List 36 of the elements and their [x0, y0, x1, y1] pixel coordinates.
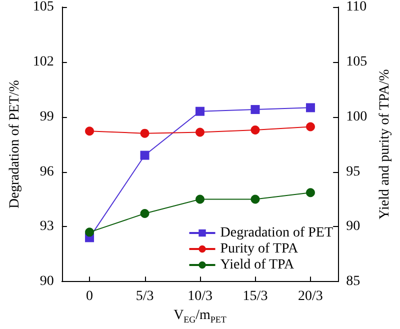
- y-tick-label: 102: [32, 54, 54, 70]
- x-tick-label: 10/3: [188, 289, 212, 304]
- point: [250, 194, 260, 204]
- x-tick-label: 0: [86, 289, 94, 304]
- point: [196, 194, 204, 204]
- y2-tick-label: 90: [346, 219, 360, 234]
- point: [140, 150, 150, 160]
- x-tick-label: 5/3: [136, 289, 154, 304]
- point: [250, 105, 260, 114]
- y-tick-label: 105: [32, 0, 54, 14]
- legend-label: Degradation of PET: [220, 226, 334, 240]
- point: [196, 106, 204, 116]
- y2-axis-title: Yield and purity of TPA/%: [378, 68, 392, 220]
- point: [196, 128, 204, 137]
- y-tick-label: 93: [40, 219, 54, 234]
- legend-label: Yield of TPA: [220, 258, 296, 272]
- y-tick-label: 96: [40, 164, 54, 180]
- point: [140, 209, 150, 218]
- y-tick-label: 90: [40, 274, 54, 290]
- point: [306, 122, 315, 132]
- point: [85, 228, 94, 237]
- point: [140, 128, 150, 138]
- y-axis-title: Degradation of PET/%: [8, 80, 22, 208]
- y2-tick-label: 100: [346, 109, 368, 124]
- y2-tick-label: 105: [346, 54, 368, 70]
- x-tick-label: 15/3: [242, 289, 268, 304]
- y2-tick-label: 85: [346, 274, 360, 290]
- x-tick-label: 20/3: [298, 289, 323, 304]
- point: [250, 126, 260, 135]
- point: [306, 188, 315, 198]
- point: [85, 126, 94, 136]
- legend-label: Purity of TPA: [220, 242, 299, 256]
- y2-tick-label: 110: [346, 0, 367, 14]
- y-tick-label: 99: [40, 109, 54, 124]
- point: [306, 103, 315, 112]
- y2-tick-label: 95: [346, 164, 360, 180]
